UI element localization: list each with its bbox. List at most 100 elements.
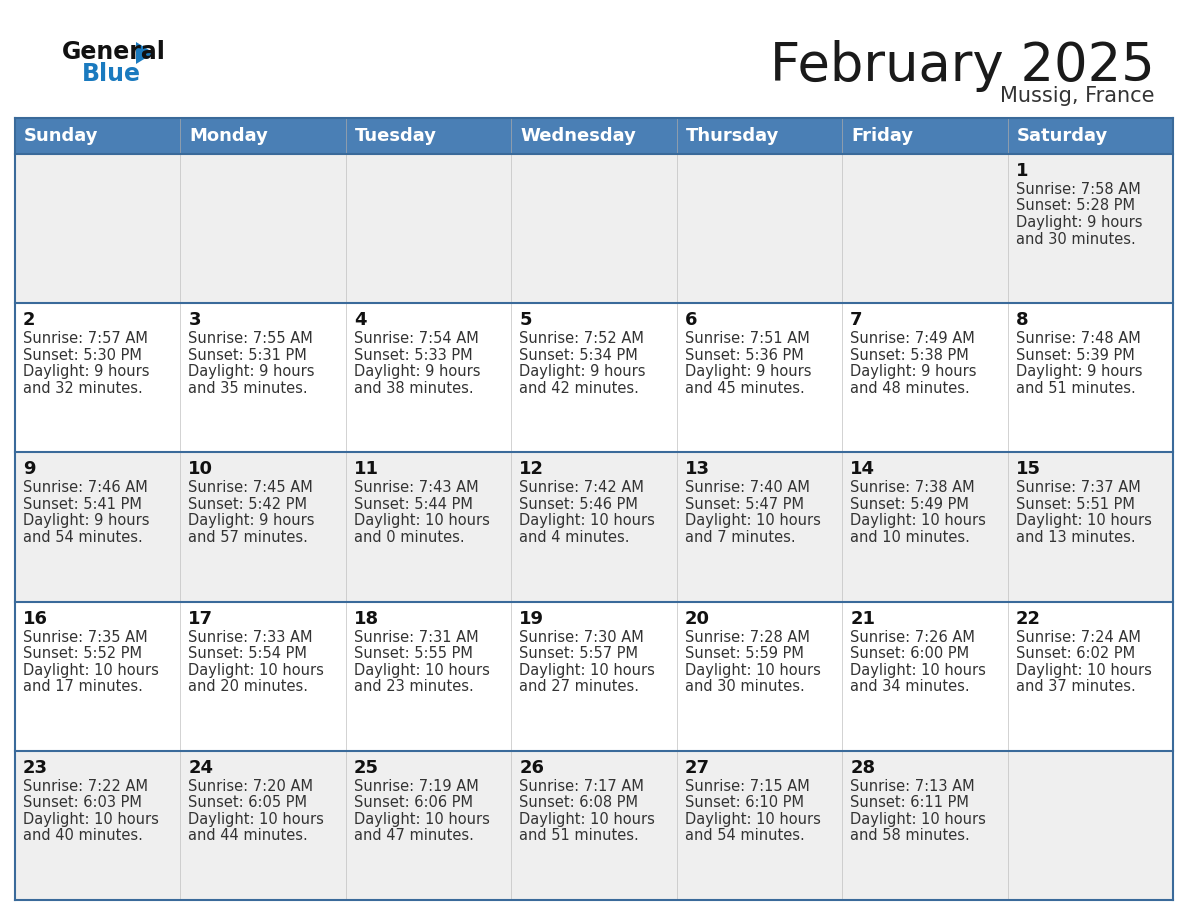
Bar [511,154,677,303]
Text: and 0 minutes.: and 0 minutes. [354,530,465,545]
Bar [1007,751,1173,900]
Text: Sunset: 5:47 PM: Sunset: 5:47 PM [684,497,804,512]
Text: Wednesday: Wednesday [520,127,636,145]
Bar [15,601,181,751]
Text: Thursday: Thursday [685,127,779,145]
Bar [346,751,511,900]
Text: Daylight: 10 hours: Daylight: 10 hours [1016,663,1151,677]
Text: 9: 9 [23,461,36,478]
Text: and 48 minutes.: and 48 minutes. [851,381,969,396]
Text: Sunset: 5:41 PM: Sunset: 5:41 PM [23,497,141,512]
Text: and 54 minutes.: and 54 minutes. [23,530,143,545]
Text: Sunrise: 7:43 AM: Sunrise: 7:43 AM [354,480,479,496]
Text: Daylight: 10 hours: Daylight: 10 hours [851,663,986,677]
Bar [15,453,181,601]
Text: and 44 minutes.: and 44 minutes. [189,828,308,844]
Text: Sunrise: 7:31 AM: Sunrise: 7:31 AM [354,630,479,644]
Text: Sunday: Sunday [24,127,99,145]
Text: Daylight: 10 hours: Daylight: 10 hours [684,663,821,677]
Text: Daylight: 10 hours: Daylight: 10 hours [354,663,489,677]
Text: and 30 minutes.: and 30 minutes. [1016,231,1136,247]
Bar [1007,453,1173,601]
Text: Sunset: 5:42 PM: Sunset: 5:42 PM [189,497,308,512]
Text: and 13 minutes.: and 13 minutes. [1016,530,1136,545]
Bar [511,453,677,601]
Bar [842,751,1007,900]
Text: 26: 26 [519,759,544,777]
Text: 22: 22 [1016,610,1041,628]
Text: Daylight: 9 hours: Daylight: 9 hours [189,513,315,529]
Bar [346,601,511,751]
Bar [15,154,181,303]
Text: 27: 27 [684,759,709,777]
Bar [511,601,677,751]
Text: 12: 12 [519,461,544,478]
Text: 18: 18 [354,610,379,628]
Bar [346,154,511,303]
Text: Daylight: 9 hours: Daylight: 9 hours [189,364,315,379]
Text: General: General [62,40,166,64]
Text: Daylight: 9 hours: Daylight: 9 hours [519,364,646,379]
Text: Daylight: 10 hours: Daylight: 10 hours [851,812,986,827]
Text: 28: 28 [851,759,876,777]
Text: Sunrise: 7:19 AM: Sunrise: 7:19 AM [354,778,479,794]
Text: and 51 minutes.: and 51 minutes. [1016,381,1136,396]
Text: Daylight: 10 hours: Daylight: 10 hours [851,513,986,529]
Text: 15: 15 [1016,461,1041,478]
Text: 8: 8 [1016,311,1028,330]
Text: Daylight: 10 hours: Daylight: 10 hours [23,663,159,677]
Text: Sunrise: 7:38 AM: Sunrise: 7:38 AM [851,480,975,496]
Bar [842,154,1007,303]
Bar [15,118,181,154]
Text: 17: 17 [189,610,214,628]
Text: Sunrise: 7:17 AM: Sunrise: 7:17 AM [519,778,644,794]
Bar [181,751,346,900]
Text: and 30 minutes.: and 30 minutes. [684,679,804,694]
Text: Tuesday: Tuesday [355,127,437,145]
Bar [181,601,346,751]
Text: and 17 minutes.: and 17 minutes. [23,679,143,694]
Bar [677,118,842,154]
Text: and 34 minutes.: and 34 minutes. [851,679,969,694]
Text: Daylight: 10 hours: Daylight: 10 hours [354,513,489,529]
Text: 2: 2 [23,311,36,330]
Text: Daylight: 10 hours: Daylight: 10 hours [23,812,159,827]
Bar [677,154,842,303]
Text: Sunset: 5:52 PM: Sunset: 5:52 PM [23,646,143,661]
Text: Saturday: Saturday [1017,127,1108,145]
Bar [677,751,842,900]
Text: 13: 13 [684,461,709,478]
Bar [842,601,1007,751]
Text: Sunset: 5:44 PM: Sunset: 5:44 PM [354,497,473,512]
Bar [677,601,842,751]
Bar [181,154,346,303]
Text: Sunrise: 7:45 AM: Sunrise: 7:45 AM [189,480,314,496]
Text: and 32 minutes.: and 32 minutes. [23,381,143,396]
Text: Friday: Friday [851,127,914,145]
Text: Sunrise: 7:26 AM: Sunrise: 7:26 AM [851,630,975,644]
Bar [842,303,1007,453]
Text: Sunrise: 7:13 AM: Sunrise: 7:13 AM [851,778,975,794]
Text: Sunrise: 7:22 AM: Sunrise: 7:22 AM [23,778,148,794]
Text: 7: 7 [851,311,862,330]
Text: Sunrise: 7:51 AM: Sunrise: 7:51 AM [684,331,809,346]
Text: Daylight: 9 hours: Daylight: 9 hours [684,364,811,379]
Text: Sunrise: 7:24 AM: Sunrise: 7:24 AM [1016,630,1140,644]
Text: Daylight: 10 hours: Daylight: 10 hours [519,513,655,529]
Polygon shape [135,42,154,64]
Text: and 10 minutes.: and 10 minutes. [851,530,971,545]
Bar [677,453,842,601]
Text: Monday: Monday [189,127,268,145]
Text: Sunset: 6:10 PM: Sunset: 6:10 PM [684,795,804,811]
Text: 16: 16 [23,610,48,628]
Text: Sunrise: 7:49 AM: Sunrise: 7:49 AM [851,331,975,346]
Text: Sunrise: 7:52 AM: Sunrise: 7:52 AM [519,331,644,346]
Text: and 38 minutes.: and 38 minutes. [354,381,474,396]
Text: Sunrise: 7:35 AM: Sunrise: 7:35 AM [23,630,147,644]
Text: and 20 minutes.: and 20 minutes. [189,679,309,694]
Text: Sunset: 5:38 PM: Sunset: 5:38 PM [851,348,969,363]
Text: Sunset: 5:33 PM: Sunset: 5:33 PM [354,348,473,363]
Bar [346,453,511,601]
Text: Sunrise: 7:20 AM: Sunrise: 7:20 AM [189,778,314,794]
Text: Sunrise: 7:28 AM: Sunrise: 7:28 AM [684,630,809,644]
